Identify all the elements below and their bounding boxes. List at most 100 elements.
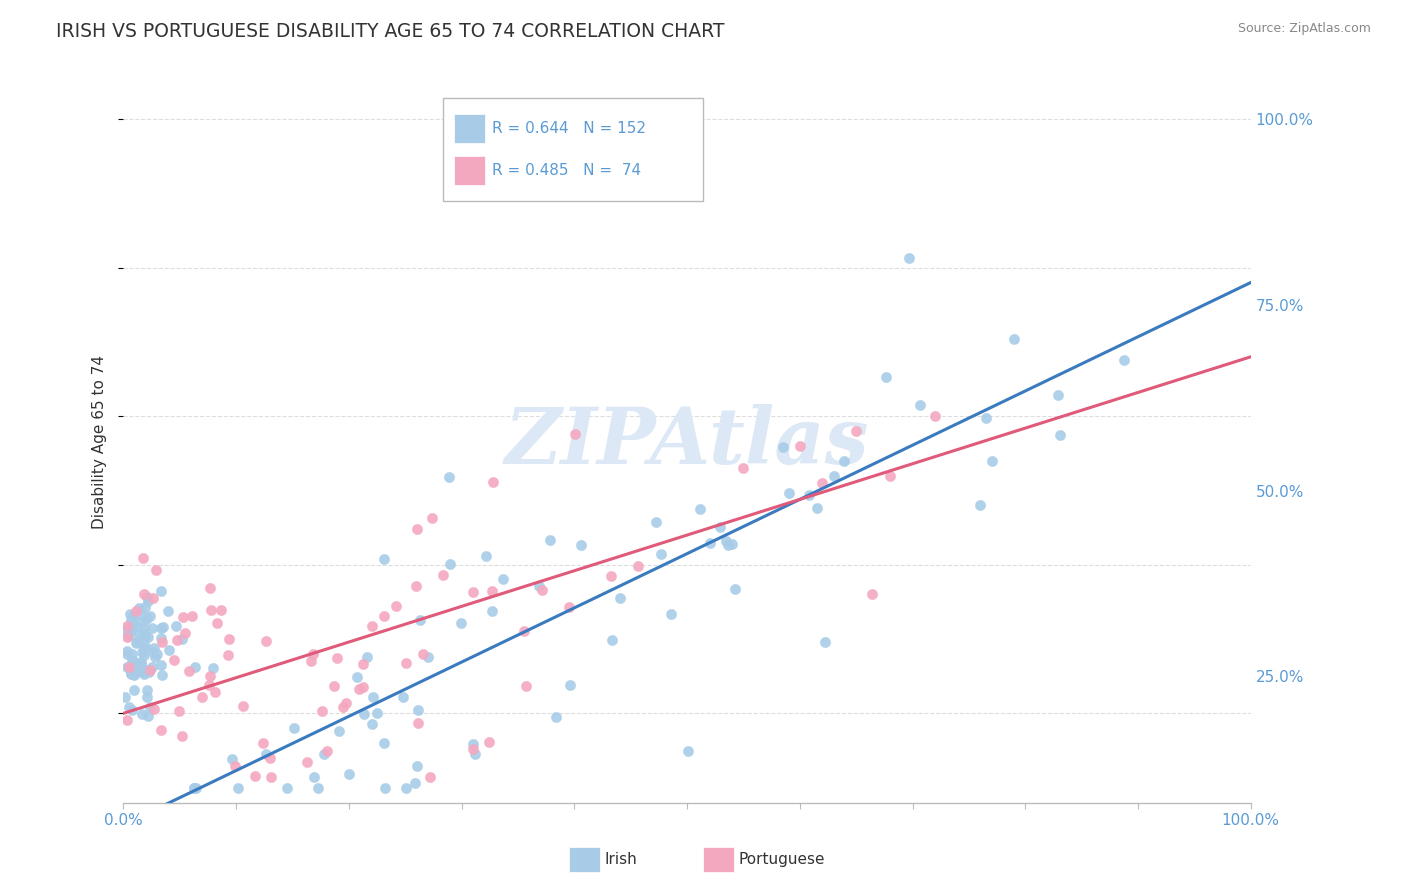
Point <box>117 619 139 633</box>
Point <box>405 759 427 773</box>
Point <box>132 587 155 601</box>
Point <box>150 635 173 649</box>
Text: Irish: Irish <box>605 853 637 867</box>
Point <box>117 630 139 644</box>
Point <box>221 752 243 766</box>
Point <box>166 632 188 647</box>
Point <box>405 522 427 536</box>
Point <box>190 690 212 705</box>
Point <box>143 640 166 655</box>
Text: Source: ZipAtlas.com: Source: ZipAtlas.com <box>1237 22 1371 36</box>
Point <box>121 703 143 717</box>
Point <box>138 630 160 644</box>
Point <box>149 631 172 645</box>
Point <box>778 486 800 500</box>
Point <box>347 682 370 697</box>
Point <box>121 618 143 632</box>
Point <box>125 619 148 633</box>
Point <box>145 650 167 665</box>
Point <box>366 706 388 720</box>
Point <box>356 650 378 665</box>
Point <box>860 587 883 601</box>
Point <box>149 621 172 635</box>
Point <box>659 607 682 621</box>
Point <box>150 667 173 681</box>
Point <box>450 616 472 631</box>
Point <box>311 704 333 718</box>
Point <box>117 629 139 643</box>
Point <box>361 690 384 705</box>
Point <box>515 679 537 693</box>
Point <box>544 709 567 723</box>
Point <box>134 600 156 615</box>
Point <box>373 608 395 623</box>
Point <box>132 663 155 677</box>
Point <box>183 660 205 674</box>
Point <box>145 647 167 661</box>
Point <box>157 604 180 618</box>
Point <box>361 619 384 633</box>
Point <box>124 603 146 617</box>
Point <box>799 488 821 502</box>
Point <box>645 515 668 529</box>
Point <box>437 470 460 484</box>
Point <box>117 628 139 642</box>
Point <box>720 537 742 551</box>
Point <box>121 608 143 623</box>
Point <box>558 600 581 615</box>
Point <box>139 663 162 677</box>
Point <box>157 643 180 657</box>
Point <box>136 690 159 704</box>
Point <box>1002 332 1025 346</box>
Point <box>475 549 498 563</box>
Point <box>114 690 136 704</box>
Point <box>125 636 148 650</box>
Point <box>406 716 429 731</box>
Point <box>142 591 165 605</box>
Point <box>1049 428 1071 442</box>
Point <box>200 668 222 682</box>
Point <box>813 635 835 649</box>
Point <box>384 599 406 613</box>
Point <box>243 769 266 783</box>
Point <box>218 632 240 646</box>
Point <box>599 569 621 583</box>
Point <box>716 534 738 549</box>
Point <box>202 661 225 675</box>
Point <box>252 736 274 750</box>
Point <box>259 751 281 765</box>
Point <box>125 633 148 648</box>
Point <box>117 714 139 728</box>
Point <box>139 609 162 624</box>
Text: Portuguese: Portuguese <box>738 853 825 867</box>
Point <box>328 723 350 738</box>
Point <box>297 756 319 770</box>
Point <box>232 699 254 714</box>
Point <box>120 666 142 681</box>
Point <box>134 630 156 644</box>
Point <box>125 661 148 675</box>
Point <box>405 579 427 593</box>
Point <box>260 770 283 784</box>
Point <box>969 498 991 512</box>
Point <box>391 690 413 704</box>
Point <box>204 685 226 699</box>
Point <box>141 621 163 635</box>
Point <box>117 700 139 714</box>
Point <box>461 585 484 599</box>
Point <box>183 780 205 795</box>
Text: IRISH VS PORTUGUESE DISABILITY AGE 65 TO 74 CORRELATION CHART: IRISH VS PORTUGUESE DISABILITY AGE 65 TO… <box>56 22 724 41</box>
Point <box>125 656 148 670</box>
Point <box>299 654 322 668</box>
Text: R = 0.644   N = 152: R = 0.644 N = 152 <box>492 121 647 136</box>
Point <box>353 707 375 722</box>
Point <box>481 583 503 598</box>
Point <box>217 648 239 662</box>
Point <box>136 611 159 625</box>
Point <box>128 626 150 640</box>
Point <box>478 735 501 749</box>
Point <box>118 622 141 636</box>
Point <box>395 780 418 795</box>
Point <box>142 645 165 659</box>
Point <box>228 780 250 795</box>
